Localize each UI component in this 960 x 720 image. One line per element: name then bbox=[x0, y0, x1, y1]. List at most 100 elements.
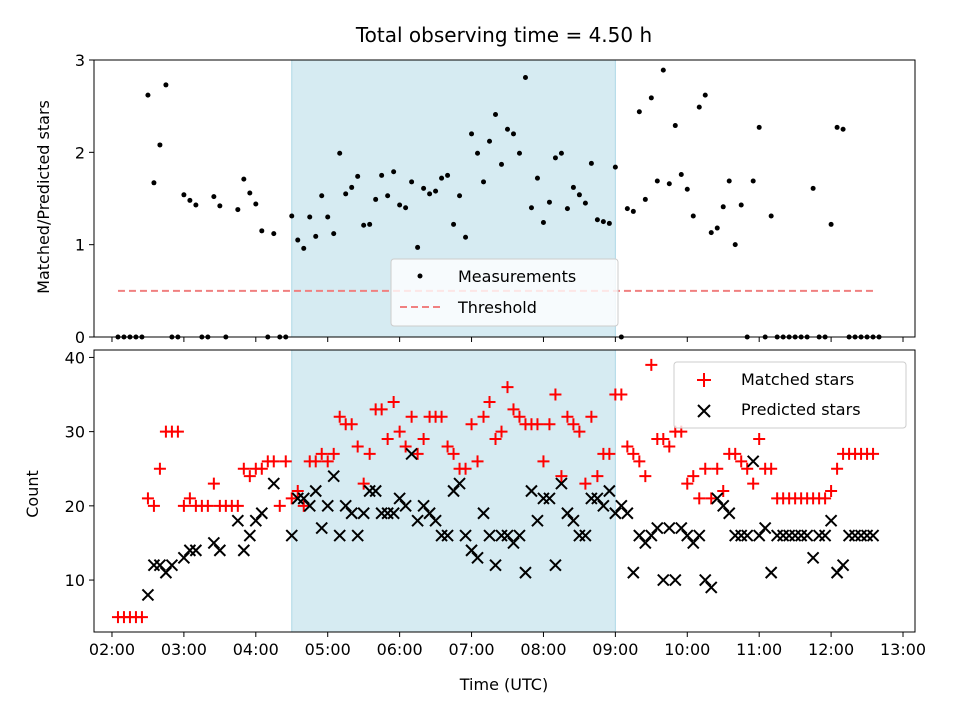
matched-star-point bbox=[537, 455, 550, 468]
predicted-star-point bbox=[675, 521, 688, 535]
measurement-point bbox=[355, 173, 361, 179]
matched-star-point bbox=[315, 447, 328, 460]
predicted-star-point bbox=[645, 529, 658, 542]
measurement-point bbox=[349, 184, 355, 190]
predicted-star-point bbox=[477, 507, 490, 520]
predicted-star-point bbox=[267, 477, 280, 490]
measurement-point bbox=[241, 176, 247, 182]
matched-star-point bbox=[753, 433, 766, 446]
matched-star-point bbox=[819, 492, 832, 505]
measurement-point bbox=[600, 219, 606, 225]
predicted-star-point bbox=[501, 529, 514, 542]
measurement-point bbox=[528, 205, 534, 211]
measurement-point bbox=[690, 213, 696, 219]
measurement-point bbox=[361, 222, 367, 228]
predicted-star-point bbox=[681, 529, 694, 542]
measurement-point bbox=[684, 186, 690, 192]
matched-star-point bbox=[627, 447, 640, 460]
matched-star-point bbox=[681, 477, 694, 490]
x-tick-label: 09:00 bbox=[592, 640, 638, 659]
predicted-star-point bbox=[207, 536, 221, 550]
predicted-star-point bbox=[567, 514, 580, 527]
predicted-star-point bbox=[818, 529, 832, 542]
measurement-point bbox=[385, 193, 391, 199]
measurement-point bbox=[403, 205, 409, 211]
legend-predicted-marker bbox=[697, 404, 711, 418]
predicted-star-point bbox=[465, 544, 478, 557]
measurement-point bbox=[325, 214, 331, 220]
legend-measurements-marker bbox=[417, 273, 423, 279]
measurement-point bbox=[481, 179, 487, 185]
y-tick-label: 1 bbox=[75, 236, 85, 255]
measurement-point bbox=[834, 124, 840, 130]
measurement-point bbox=[594, 217, 600, 223]
predicted-star-point bbox=[836, 559, 850, 572]
y-tick-label: 10 bbox=[65, 571, 85, 590]
matched-star-point bbox=[243, 470, 256, 483]
measurement-point bbox=[217, 203, 223, 209]
x-tick-label: 04:00 bbox=[233, 640, 279, 659]
matched-star-point bbox=[735, 455, 748, 468]
predicted-star-point bbox=[693, 529, 706, 542]
predicted-star-point bbox=[513, 529, 526, 542]
measurement-point bbox=[708, 230, 714, 236]
measurement-point bbox=[469, 131, 475, 137]
measurement-point bbox=[235, 207, 241, 213]
matched-star-point bbox=[867, 447, 880, 460]
matched-star-point bbox=[357, 477, 370, 490]
predicted-star-point bbox=[423, 507, 436, 520]
predicted-star-point bbox=[321, 499, 334, 513]
predicted-star-point bbox=[758, 521, 772, 535]
predicted-star-point bbox=[141, 588, 155, 602]
measurement-point bbox=[187, 197, 193, 203]
predicted-star-point bbox=[351, 529, 364, 542]
matched-star-point bbox=[237, 462, 250, 475]
predicted-star-point bbox=[621, 507, 634, 520]
measurement-point bbox=[295, 237, 301, 243]
matched-star-point bbox=[327, 447, 340, 460]
matched-star-point bbox=[321, 455, 334, 468]
measurement-point bbox=[696, 104, 702, 110]
measurement-point bbox=[451, 221, 457, 227]
measurement-point bbox=[504, 126, 510, 132]
predicted-star-point bbox=[603, 484, 616, 498]
matched-star-point bbox=[831, 462, 844, 475]
matched-star-point bbox=[231, 499, 244, 512]
predicted-star-point bbox=[669, 573, 682, 587]
matched-star-point bbox=[207, 477, 220, 490]
predicted-star-point bbox=[411, 514, 424, 527]
matched-star-point bbox=[141, 492, 154, 505]
measurement-point bbox=[672, 123, 678, 129]
measurement-point bbox=[552, 155, 558, 161]
predicted-star-point bbox=[663, 521, 676, 535]
y-tick-label: 2 bbox=[75, 143, 85, 162]
matched-star-point bbox=[621, 440, 634, 453]
predicted-star-point bbox=[555, 477, 568, 490]
predicted-star-point bbox=[639, 536, 652, 550]
measurement-point bbox=[271, 231, 277, 237]
matched-star-point bbox=[693, 492, 706, 505]
measurement-point bbox=[654, 178, 660, 184]
matched-star-point bbox=[465, 418, 478, 431]
predicted-star-point bbox=[405, 447, 418, 461]
panel-1-frame bbox=[93, 349, 916, 633]
measurement-point bbox=[828, 221, 834, 227]
measurement-point bbox=[397, 202, 403, 208]
legend-matched-marker bbox=[697, 373, 711, 387]
measurement-point bbox=[379, 172, 385, 178]
measurement-point bbox=[570, 184, 576, 190]
matched-star-point bbox=[543, 418, 556, 431]
measurement-point bbox=[630, 208, 636, 214]
top-legend-box bbox=[390, 258, 619, 327]
measurement-point bbox=[313, 233, 319, 239]
measurement-point bbox=[612, 164, 618, 170]
matched-star-point bbox=[297, 499, 310, 512]
measurement-point bbox=[391, 169, 397, 175]
measurement-point bbox=[714, 225, 720, 231]
legend-measurements-label: Measurements bbox=[458, 267, 576, 286]
matched-star-point bbox=[381, 433, 394, 446]
predicted-star-point bbox=[711, 492, 724, 505]
predicted-star-point bbox=[393, 492, 406, 505]
predicted-star-point bbox=[687, 536, 700, 550]
x-axis-label: Time (UTC) bbox=[459, 675, 548, 694]
